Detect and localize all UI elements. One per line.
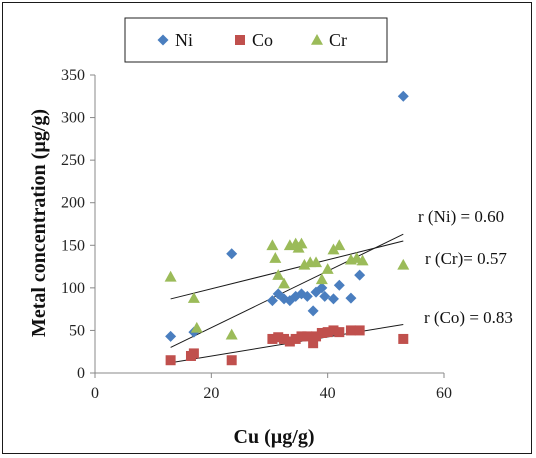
x-tick-label: 0 (91, 385, 99, 402)
series-ni (165, 90, 409, 342)
data-point-cr (321, 263, 334, 274)
data-point-cr (272, 269, 285, 280)
y-tick-label: 200 (61, 195, 85, 212)
data-point-cr (187, 292, 200, 303)
series-co (165, 325, 409, 366)
y-tick-label: 50 (69, 322, 85, 339)
x-tick-label: 20 (203, 385, 219, 402)
data-point-co (398, 333, 409, 344)
trendline-cr (170, 240, 404, 300)
data-point-cr (310, 256, 323, 268)
y-tick-label: 100 (61, 280, 85, 297)
data-point-co (328, 325, 339, 336)
data-point-cr (333, 239, 346, 251)
annotation-r-ni: r (Ni) = 0.60 (418, 207, 504, 226)
annotation-r-cr: r (Cr)= 0.57 (425, 249, 507, 268)
data-points (164, 90, 410, 366)
data-point-ni (316, 282, 328, 294)
data-point-cr (190, 321, 203, 333)
legend-box (124, 17, 388, 63)
data-point-co (284, 336, 295, 347)
data-point-cr (266, 239, 279, 251)
data-point-ni (319, 290, 331, 302)
axes: 0 50 100 150 200 250 300 350 0 20 40 60 (61, 67, 452, 402)
data-point-cr (278, 277, 291, 289)
y-tick-label: 250 (61, 152, 85, 169)
data-point-co (322, 327, 333, 338)
x-tick-label: 40 (320, 385, 336, 402)
data-point-ni (345, 292, 357, 304)
data-point-co (226, 355, 237, 366)
data-point-cr (327, 243, 340, 255)
data-point-co (311, 331, 322, 342)
data-point-cr (295, 237, 308, 249)
y-tick-label: 300 (61, 110, 85, 127)
data-point-co (273, 332, 284, 343)
y-tick-label: 350 (61, 67, 85, 84)
data-point-cr (315, 273, 328, 285)
data-point-ni (397, 90, 409, 102)
data-point-cr (225, 328, 238, 340)
data-point-cr (164, 270, 177, 282)
x-tick-label: 60 (436, 385, 452, 402)
data-point-co (334, 327, 345, 338)
data-point-co (165, 355, 176, 366)
data-point-ni (327, 293, 339, 305)
data-point-co (302, 331, 313, 342)
data-point-co (267, 333, 278, 344)
data-point-ni (165, 330, 177, 342)
trendline-ni (170, 233, 404, 348)
legend-marker-co (235, 35, 245, 45)
series-cr (164, 237, 410, 340)
data-point-ni (333, 279, 345, 291)
y-axis-title: Metal concentration (µg/g) (28, 109, 50, 337)
data-point-cr (397, 258, 410, 270)
chart-frame: 0 50 100 150 200 250 300 350 0 20 40 60 Ni Co Cr r (N… (2, 2, 532, 454)
data-point-ni (226, 248, 238, 260)
data-point-co (279, 333, 290, 344)
data-point-co (290, 333, 301, 344)
legend-label-cr: Cr (329, 30, 347, 50)
data-point-co (188, 348, 199, 359)
data-point-cr (356, 254, 369, 266)
legend-label-co: Co (252, 30, 273, 50)
data-point-co (308, 338, 319, 349)
data-point-co (354, 325, 365, 336)
data-point-ni (301, 290, 313, 302)
data-point-co (345, 325, 356, 336)
y-tick-label: 150 (61, 237, 85, 254)
data-point-co (296, 331, 307, 342)
data-point-ni (307, 305, 319, 317)
scatter-chart: 0 50 100 150 200 250 300 350 0 20 40 60 Ni Co Cr r (N… (28, 17, 513, 448)
legend: Ni Co Cr (124, 17, 388, 63)
legend-label-ni: Ni (175, 30, 193, 50)
y-tick-label: 0 (77, 365, 85, 382)
x-axis-title: Cu (µg/g) (234, 426, 315, 448)
data-point-cr (269, 252, 282, 263)
annotation-r-co: r (Co) = 0.83 (424, 308, 513, 327)
data-point-ni (266, 295, 278, 307)
data-point-ni (354, 269, 366, 281)
legend-marker-ni (157, 34, 169, 46)
data-point-co (316, 327, 327, 338)
legend-marker-cr (311, 34, 323, 45)
